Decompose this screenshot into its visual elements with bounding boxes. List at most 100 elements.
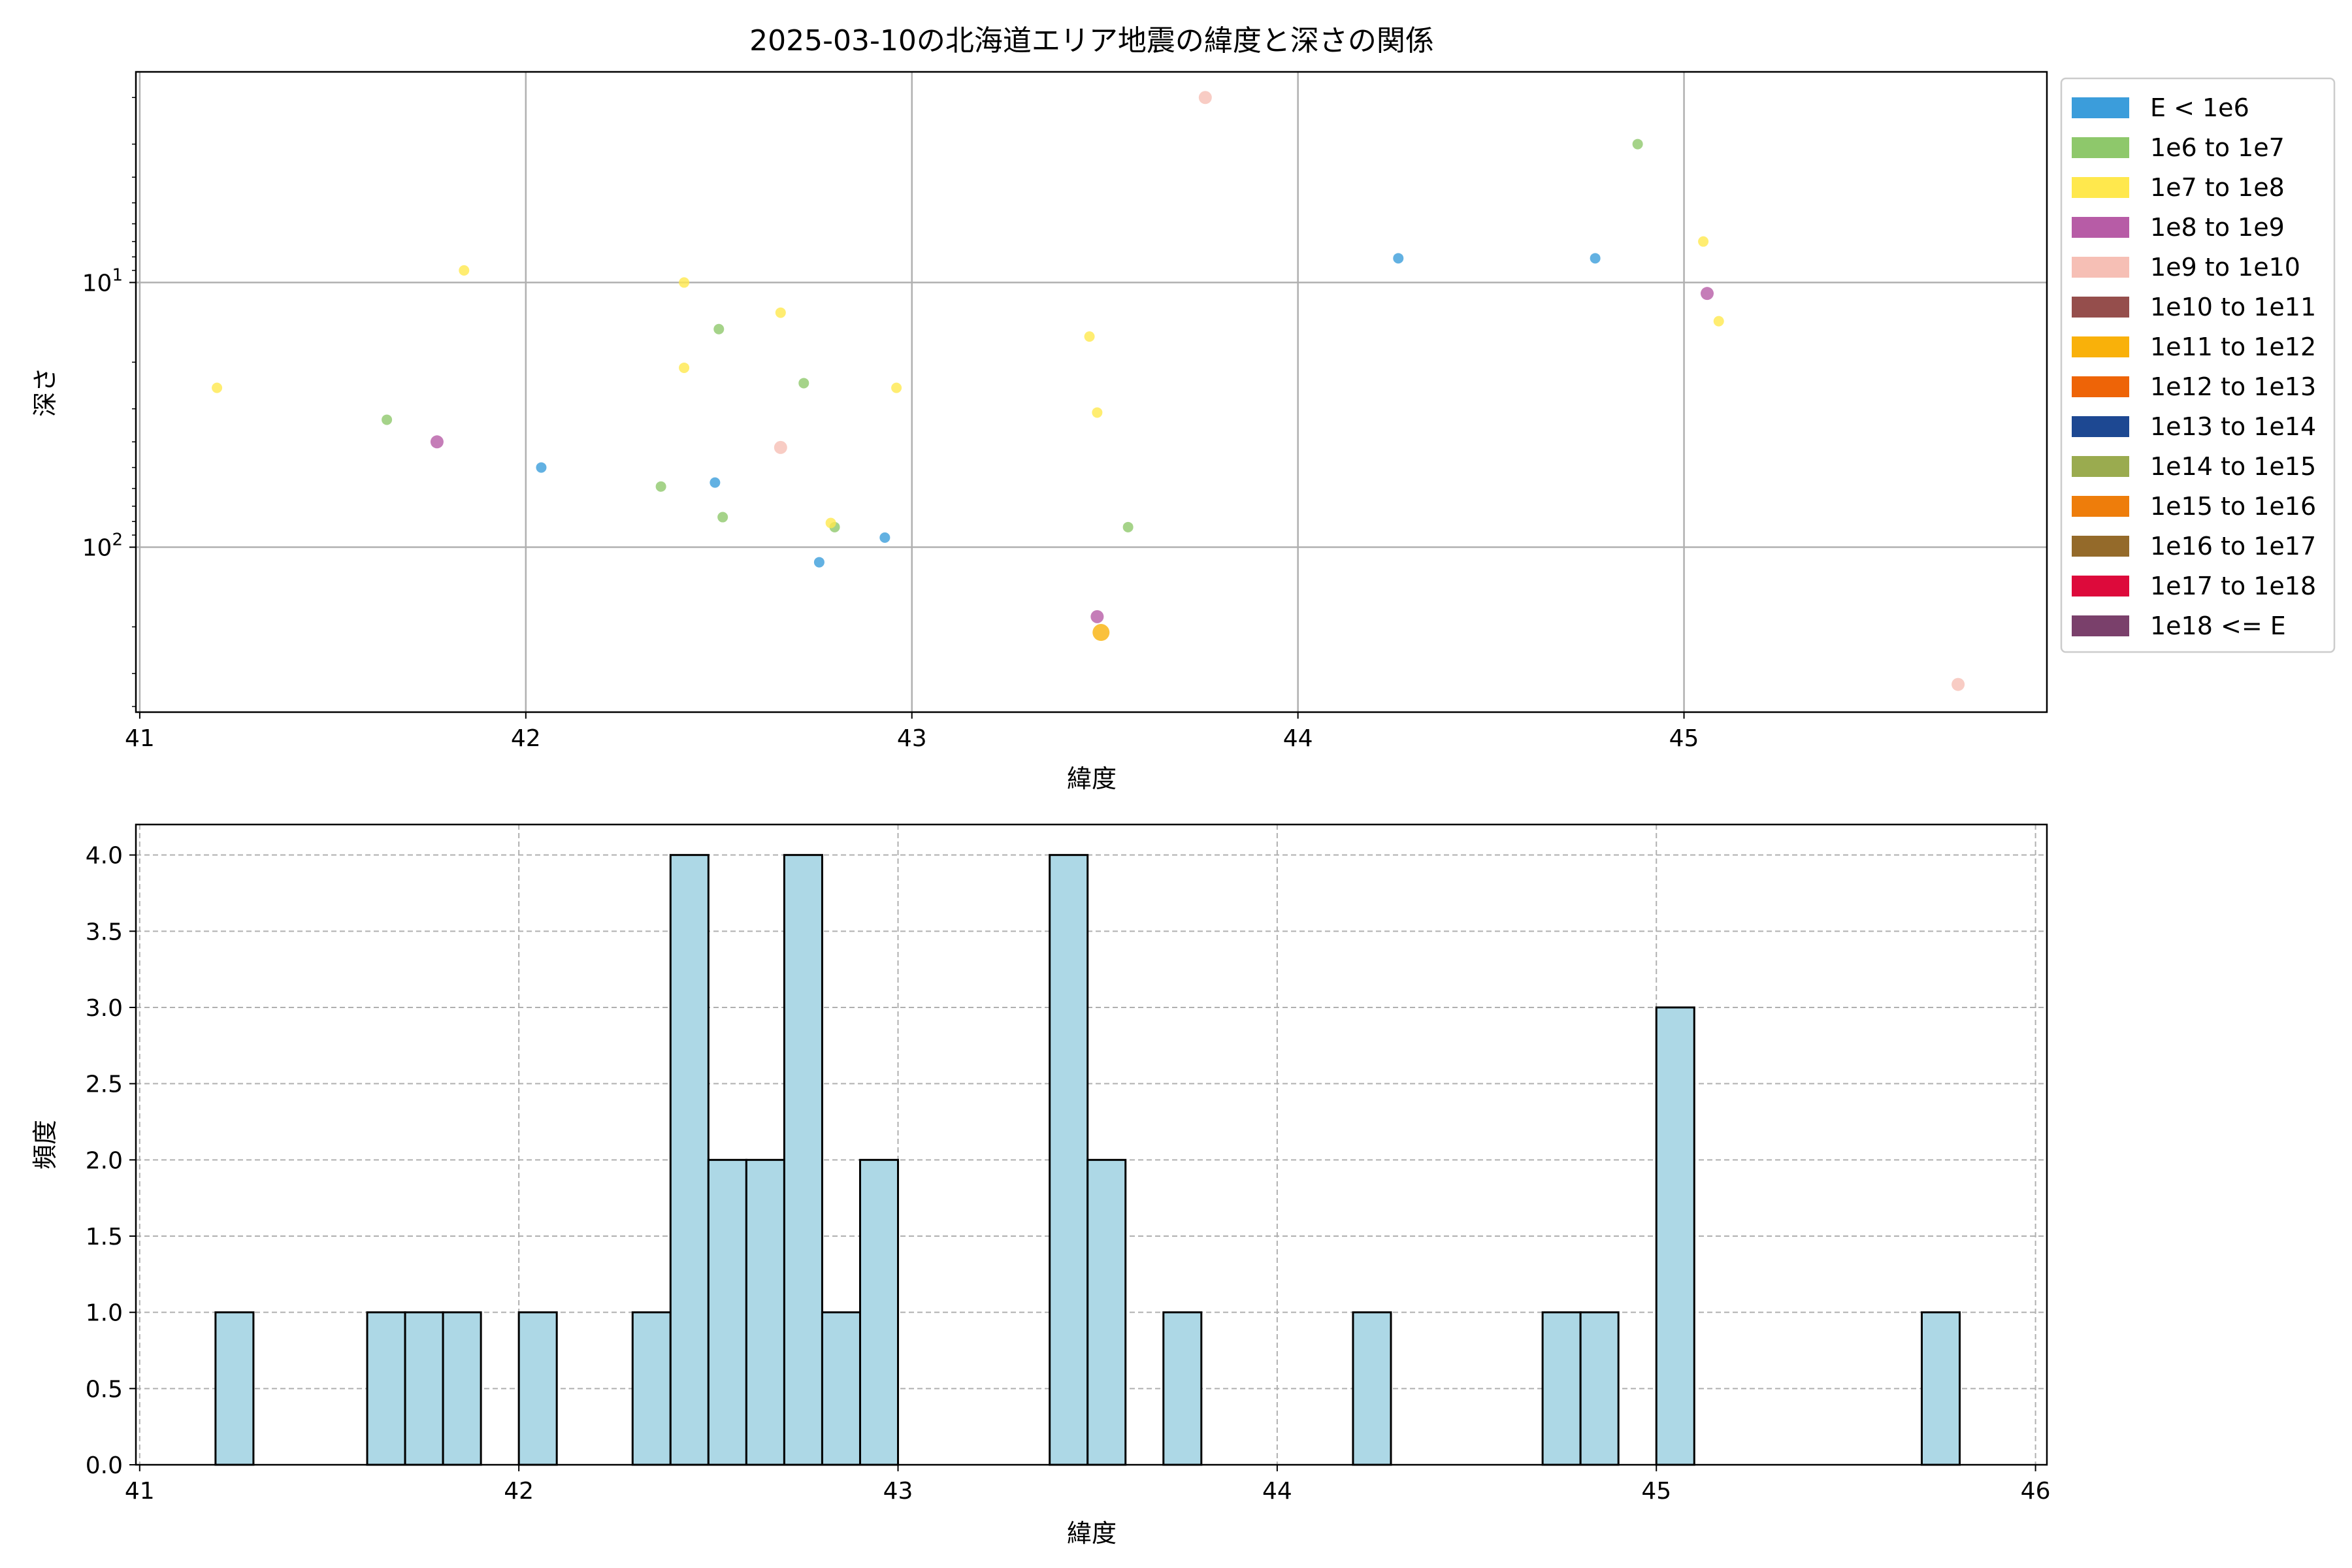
scatter-point [1090,610,1104,623]
scatter-point [655,481,666,492]
legend-label: 1e8 to 1e9 [2150,213,2285,242]
histogram-bar [669,854,710,1466]
legend-label: 1e15 to 1e16 [2150,492,2316,521]
histogram-y-tick-label: 0.5 [86,1376,123,1403]
histogram-bar [517,1311,558,1466]
histogram-y-tick-label: 2.5 [86,1071,123,1098]
histogram-y-tick-label: 2.0 [86,1147,123,1174]
scatter-y-axis-label: 深さ [31,367,59,417]
histogram-x-tick-label: 44 [1262,1478,1292,1505]
scatter-point [1698,236,1709,247]
scatter-point [536,462,547,473]
scatter-gridlines [136,72,2047,712]
legend-swatch [2072,257,2129,278]
scatter-point [798,378,809,389]
histogram-x-ticks: 41 42 43 44 45 46 [125,1465,2051,1505]
scatter-x-tick-label: 42 [511,725,541,752]
histogram-x-axis-label: 緯度 [1067,1519,1117,1548]
legend-label: 1e9 to 1e10 [2150,253,2300,282]
histogram-y-tick-label: 4.0 [86,843,123,870]
scatter-point [679,362,690,373]
legend-swatch [2072,177,2129,198]
histogram-x-tick-label: 41 [125,1478,155,1505]
histogram-bars [214,854,1961,1466]
histogram-x-tick-label: 46 [2021,1478,2051,1505]
legend-label: 1e7 to 1e8 [2150,173,2285,202]
scatter-point [1701,287,1714,301]
histogram-bar [1086,1158,1127,1466]
histogram-bar [404,1311,444,1466]
scatter-point [1713,316,1724,327]
legend-swatch [2072,456,2129,477]
histogram-bar [1920,1311,1961,1466]
scatter-x-tick-label: 44 [1283,725,1313,752]
scatter-point [879,532,890,543]
histogram-y-tick-label: 1.0 [86,1300,123,1327]
legend-swatch [2072,376,2129,397]
scatter-point [710,477,721,488]
legend-swatch [2072,217,2129,238]
scatter-point [813,557,825,568]
scatter-x-ticks: 41 42 43 44 45 [125,712,1699,752]
legend-label: 1e6 to 1e7 [2150,133,2285,162]
histogram-x-tick-label: 45 [1641,1478,1671,1505]
scatter-point [1092,407,1103,418]
histogram-y-tick-label: 3.5 [86,919,123,945]
histogram-bar [707,1158,747,1466]
histogram-bar [1162,1311,1203,1466]
legend-swatch [2072,297,2129,318]
histogram-bar [745,1158,785,1466]
scatter-point [430,435,444,449]
scatter-point [891,382,902,393]
histogram-bar [1352,1311,1392,1466]
histogram-bar [366,1311,406,1466]
histogram-bar [1655,1006,1695,1466]
scatter-point [1122,521,1134,532]
scatter-y-tick-label: 102 [82,531,123,562]
histogram-bar [214,1311,255,1466]
scatter-y-tick-label: 101 [82,265,123,297]
histogram-bar [821,1311,861,1466]
legend-label: 1e11 to 1e12 [2150,333,2316,361]
histogram-bar [783,854,823,1466]
scatter-point [1393,253,1404,264]
legend-swatch [2072,336,2129,357]
legend-label: 1e17 to 1e18 [2150,572,2316,600]
legend-label: 1e14 to 1e15 [2150,452,2316,481]
histogram-x-tick-label: 42 [504,1478,534,1505]
scatter-point [775,307,786,318]
scatter-points [212,91,1965,691]
histogram-y-axis-label: 頻度 [31,1120,59,1169]
histogram-bar [1541,1311,1582,1466]
histogram-y-tick-label: 3.0 [86,995,123,1022]
scatter-point [1632,139,1643,150]
histogram-chart: 41 42 43 44 45 46 0.0 0.5 1.0 1.5 2.0 2.5 3.0 3.5 4.0… [31,823,2051,1548]
scatter-point [1092,624,1110,642]
scatter-point [1198,91,1212,105]
scatter-plot-frame [135,71,2048,713]
histogram-bar [1579,1311,1620,1466]
scatter-point [717,512,728,523]
scatter-point [825,517,836,529]
histogram-plot-frame [135,823,2048,1466]
legend-label: 1e16 to 1e17 [2150,532,2316,561]
histogram-y-tick-label: 0.0 [86,1452,123,1479]
scatter-point [774,440,787,454]
legend-swatch [2072,615,2129,636]
scatter-point [212,382,223,393]
scatter-x-tick-label: 41 [125,725,155,752]
histogram-y-ticks: 0.0 0.5 1.0 1.5 2.0 2.5 3.0 3.5 4.0 [86,843,136,1479]
scatter-point [1590,253,1601,264]
legend-label: 1e18 <= E [2150,612,2286,640]
histogram-y-tick-label: 1.5 [86,1224,123,1250]
scatter-title: 2025-03-10の北海道エリア地震の緯度と深さの関係 [749,24,1434,57]
legend-swatch [2072,137,2129,158]
histogram-bar [858,1158,900,1466]
scatter-point [713,323,725,335]
legend-swatch [2072,416,2129,437]
legend-swatch [2072,496,2129,517]
histogram-bar [442,1311,482,1466]
scatter-y-ticks: 101 102 [82,97,136,708]
scatter-legend: E < 1e6 1e6 to 1e7 1e7 to 1e8 1e8 to 1e9 1e9… [2060,77,2336,653]
